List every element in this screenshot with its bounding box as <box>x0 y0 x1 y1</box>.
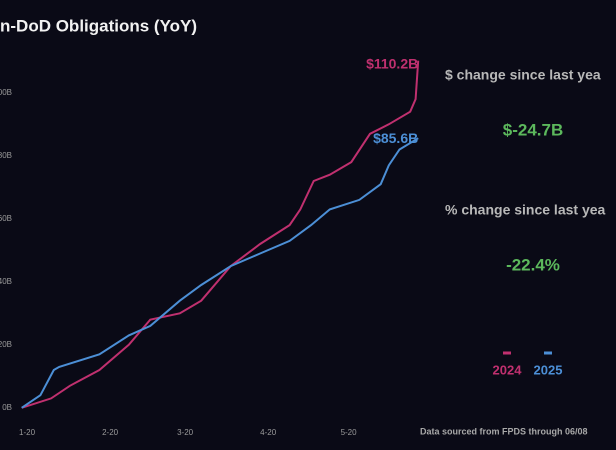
x-tick-label: 5-20 <box>341 428 358 437</box>
legend-label: 2025 <box>534 362 563 377</box>
series-line <box>21 60 420 409</box>
y-tick-label: 80B <box>0 151 12 160</box>
chart-title: n-DoD Obligations (YoY) <box>0 16 197 35</box>
stat-value: $-24.7B <box>503 120 563 139</box>
end-label: $110.2B <box>366 55 418 71</box>
y-tick-label: 20B <box>0 340 12 349</box>
y-tick-label: 0B <box>2 403 12 412</box>
x-tick-label: 3-20 <box>177 428 194 437</box>
end-label: $85.6B <box>373 130 418 146</box>
x-tick-label: 1-20 <box>19 428 36 437</box>
stat-label: $ change since last yea <box>445 67 601 83</box>
x-tick-label: 4-20 <box>260 428 277 437</box>
source-note: Data sourced from FPDS through 06/08 <box>420 426 588 436</box>
x-tick-label: 2-20 <box>102 428 119 437</box>
legend-label: 2024 <box>493 362 523 377</box>
y-tick-label: 60B <box>0 214 12 223</box>
y-tick-label: 40B <box>0 277 12 286</box>
stat-value: -22.4% <box>506 255 560 274</box>
stat-label: % change since last yea <box>445 202 606 218</box>
series-line <box>21 137 419 409</box>
y-tick-label: 00B <box>0 88 12 97</box>
